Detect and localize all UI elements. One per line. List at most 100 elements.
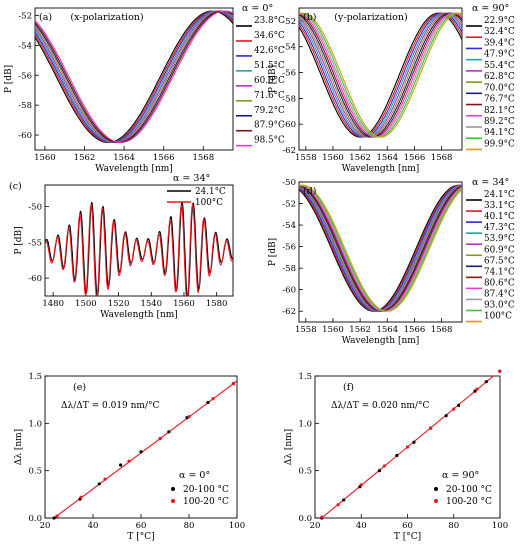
y-axis-label: Δλ [nm] <box>14 429 24 465</box>
data-point <box>52 516 56 520</box>
y-tick-label: -56 <box>282 69 296 79</box>
y-tick-label: -50 <box>282 178 296 188</box>
series-line <box>35 10 233 144</box>
series-line <box>35 10 233 144</box>
legend-entry: 24.1°C <box>484 190 515 200</box>
x-tick-label: 1560 <box>173 299 195 309</box>
y-axis-label: P [dB] <box>268 65 278 93</box>
legend-entry: 60.9°C <box>484 245 515 255</box>
data-point <box>457 403 461 407</box>
y-tick-label: -54 <box>18 41 32 51</box>
x-tick-label: 1480 <box>42 299 64 309</box>
plot-frame <box>34 7 234 151</box>
data-point <box>187 415 191 419</box>
data-point <box>211 397 215 401</box>
fit-line <box>53 380 237 518</box>
legend-entry: 82.1°C <box>484 106 515 116</box>
series-line <box>299 12 462 138</box>
series-line <box>299 12 462 138</box>
x-tick-label: 1562 <box>74 153 96 163</box>
x-tick-label: 1560 <box>34 153 56 163</box>
series-line <box>35 10 233 144</box>
legend-header: α = 90° <box>442 470 479 481</box>
x-axis-label: T [°C] <box>394 532 421 542</box>
series-line <box>35 10 233 144</box>
legend-entry: 87.4°C <box>484 289 515 299</box>
panel-annotation: Δλ/ΔT = 0.019 nm/°C <box>61 401 159 411</box>
data-point <box>206 400 210 405</box>
y-tick-label: -52 <box>282 17 296 27</box>
y-axis-label: P [dB] <box>4 65 14 93</box>
data-point <box>119 463 123 467</box>
data-point <box>158 436 162 441</box>
legend-entry: 70.0°C <box>484 83 515 93</box>
series-line <box>299 12 462 138</box>
x-tick-label: 1560 <box>322 325 344 335</box>
series-line <box>299 12 462 138</box>
series-line <box>299 12 462 138</box>
y-tick-label: -56 <box>18 71 32 81</box>
x-tick-label: 60 <box>136 521 147 531</box>
data-point <box>475 387 479 391</box>
legend-header: α = 0° <box>179 470 210 481</box>
y-axis-label: Δλ [nm] <box>284 429 294 465</box>
legend-entry: 23.8°C <box>254 16 285 26</box>
series-line <box>299 12 462 138</box>
panel-annotation: (x-polarization) <box>70 12 143 23</box>
x-tick-label: 1500 <box>75 299 97 309</box>
panel-5: 20 40 60 80 100 0.0 0.5 1.0 1.5 T [°C] Δλ [nm] (f) Δ… <box>284 369 508 542</box>
y-tick-label: 0.5 <box>298 467 312 477</box>
legend-marker <box>171 487 175 491</box>
panel-4: 20 40 60 80 100 0.0 0.5 1.0 1.5 T [°C] Δλ [nm] (e) Δ… <box>14 372 245 542</box>
x-tick-label: 1564 <box>376 325 398 335</box>
y-tick-label: -54 <box>282 221 296 231</box>
legend-entry: 100-20 °C <box>183 497 229 507</box>
series-line <box>35 10 233 144</box>
legend-entry: 34.6°C <box>254 31 285 41</box>
data-point <box>79 495 83 499</box>
x-tick-label: 1568 <box>192 153 214 163</box>
data-point <box>444 414 448 418</box>
y-axis-label: P [dB] <box>268 238 278 266</box>
y-tick-label: -62 <box>282 307 296 317</box>
legend-entry: 42.6°C <box>254 46 285 56</box>
data-point <box>484 380 488 384</box>
legend-entry: 79.2°C <box>254 106 285 116</box>
series-line <box>299 12 462 138</box>
legend-entry: 22.9°C <box>484 16 515 26</box>
y-tick-label: 1.5 <box>298 372 312 382</box>
panel-3: 1558 1560 1562 1564 1566 1568 -50 -52 -54 -56 -58 -… <box>268 177 515 346</box>
x-axis-label: Wavelength [nm] <box>95 164 173 174</box>
y-tick-label: -60 <box>28 274 42 284</box>
x-tick-label: 1568 <box>431 153 453 163</box>
legend-marker <box>434 487 438 491</box>
legend-entry: 60.0°C <box>254 76 285 86</box>
legend-entry: 100°C <box>484 312 512 322</box>
legend-header: α = 90° <box>472 3 509 14</box>
data-point <box>429 426 433 430</box>
x-tick-label: 1540 <box>140 299 162 309</box>
series-line <box>299 184 462 312</box>
legend-entry: 40.1°C <box>484 212 515 222</box>
data-point <box>103 477 107 481</box>
panel-label: (f) <box>343 382 354 393</box>
plot-frame <box>298 7 463 151</box>
x-tick-label: 1562 <box>349 325 371 335</box>
y-tick-label: -58 <box>18 101 32 111</box>
x-tick-label: 1564 <box>376 153 398 163</box>
legend-header: α = 34° <box>472 177 509 188</box>
data-point <box>55 514 59 518</box>
x-tick-label: 1558 <box>295 325 317 335</box>
y-tick-label: -62 <box>282 146 296 156</box>
panel-label: (c) <box>9 181 22 192</box>
x-axis-label: Wavelength [nm] <box>100 310 178 320</box>
panel-0: 1560 1562 1564 1566 1568 -52 -54 -56 -58 -60 Wavel… <box>4 3 285 174</box>
x-tick-label: 1558 <box>295 153 317 163</box>
series-line <box>45 203 233 296</box>
legend-header: α = 0° <box>242 3 273 14</box>
y-tick-label: -58 <box>282 264 296 274</box>
x-axis-label: Wavelength [nm] <box>342 336 420 346</box>
x-tick-label: 1566 <box>153 153 175 163</box>
legend-entry: 53.9°C <box>484 234 515 244</box>
x-tick-label: 1562 <box>349 153 371 163</box>
